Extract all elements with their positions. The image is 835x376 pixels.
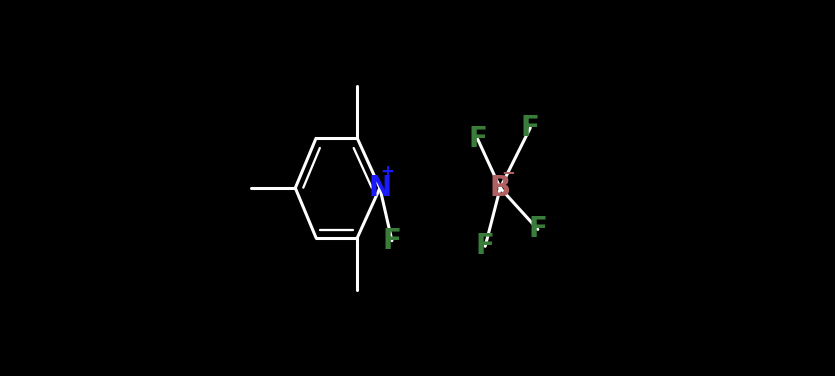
Text: B: B — [489, 174, 511, 202]
Text: F: F — [382, 227, 402, 255]
Text: F: F — [521, 114, 539, 142]
Text: N: N — [368, 174, 392, 202]
Text: F: F — [476, 232, 494, 260]
Text: +: + — [381, 163, 394, 181]
Text: F: F — [529, 215, 547, 243]
Text: F: F — [468, 125, 487, 153]
Text: −: − — [501, 163, 514, 181]
